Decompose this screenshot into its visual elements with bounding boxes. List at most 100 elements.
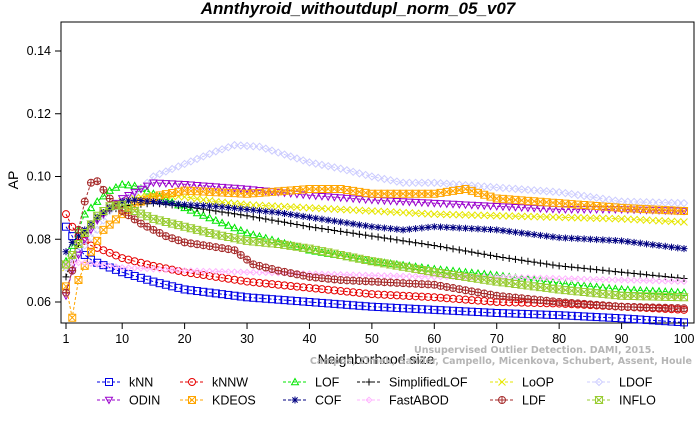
data-point (230, 246, 239, 255)
data-point (274, 266, 283, 275)
data-point (256, 214, 264, 222)
data-point (268, 295, 276, 304)
y-tick-label: 0.10 (27, 170, 51, 184)
x-axis-label: Neighborhood size (318, 351, 435, 367)
data-point (361, 170, 370, 180)
data-point (268, 202, 276, 210)
data-point (573, 206, 583, 214)
data-point (355, 195, 364, 204)
legend-label: LDOF (619, 376, 653, 390)
data-point (461, 295, 470, 304)
data-point (611, 314, 620, 323)
data-point (286, 269, 295, 278)
data-point (330, 217, 338, 225)
data-point (186, 157, 196, 166)
data-point (617, 215, 626, 223)
data-point (292, 270, 301, 279)
legend-label: kNNW (212, 376, 248, 390)
data-point (104, 396, 114, 405)
data-point (280, 267, 289, 276)
data-point (567, 213, 576, 222)
data-point (188, 378, 196, 386)
data-point (217, 145, 227, 154)
data-point (293, 211, 301, 219)
data-point (142, 182, 152, 191)
data-point (167, 180, 177, 189)
data-point (237, 268, 245, 276)
data-point (605, 214, 613, 223)
data-point (462, 247, 470, 255)
data-point (404, 198, 414, 207)
data-point (386, 291, 395, 300)
data-point (161, 167, 171, 176)
legend-label: INFLO (619, 394, 656, 408)
data-point (393, 225, 401, 233)
data-point (291, 396, 299, 404)
data-point (205, 196, 214, 205)
data-point (336, 194, 346, 203)
series-layer (61, 140, 689, 327)
data-point (449, 224, 457, 232)
data-point (349, 301, 358, 310)
legend-item-cof: COF (283, 394, 342, 408)
data-point (243, 277, 252, 286)
data-point (365, 378, 373, 386)
data-point (199, 287, 208, 296)
data-point (448, 200, 458, 209)
data-point (654, 207, 664, 215)
data-point (131, 196, 139, 204)
data-point (530, 258, 538, 266)
data-point (568, 234, 576, 242)
data-point (580, 235, 588, 243)
data-point (336, 300, 345, 309)
y-tick-label: 0.14 (27, 44, 51, 58)
data-point (324, 204, 333, 213)
data-point (280, 150, 289, 159)
data-point (305, 213, 313, 221)
data-point (106, 204, 114, 212)
data-point (168, 199, 176, 207)
data-point (649, 277, 657, 285)
data-point (549, 233, 557, 241)
data-point (305, 283, 314, 292)
data-point (336, 164, 345, 173)
data-point (149, 179, 158, 188)
data-point (118, 263, 126, 271)
data-point (255, 201, 264, 210)
data-point (511, 255, 519, 263)
data-point (623, 215, 632, 224)
data-point (479, 269, 489, 278)
data-point (530, 212, 539, 221)
data-point (499, 212, 507, 220)
data-point (261, 233, 271, 242)
data-point (355, 301, 364, 310)
legend-label: COF (315, 394, 342, 408)
data-point (161, 280, 170, 289)
data-point (586, 275, 594, 283)
data-point (618, 268, 626, 276)
data-point (529, 186, 539, 195)
data-point (299, 297, 308, 306)
data-point (536, 274, 544, 282)
data-point (137, 197, 145, 205)
data-point (599, 266, 607, 274)
data-point (286, 296, 295, 305)
data-point (193, 194, 201, 203)
data-point (136, 183, 146, 192)
data-point (424, 305, 433, 314)
data-point (449, 210, 457, 219)
legend-label: ODIN (129, 394, 160, 408)
data-point (149, 198, 157, 206)
data-point (374, 290, 383, 299)
data-point (193, 287, 202, 296)
data-point (462, 224, 470, 232)
data-point (342, 166, 352, 175)
data-point (586, 265, 594, 273)
data-point (399, 208, 407, 217)
data-point (443, 244, 451, 252)
data-point (630, 269, 638, 277)
data-point (455, 210, 464, 219)
data-point (436, 210, 445, 219)
data-point (93, 258, 102, 267)
data-point (673, 287, 683, 296)
